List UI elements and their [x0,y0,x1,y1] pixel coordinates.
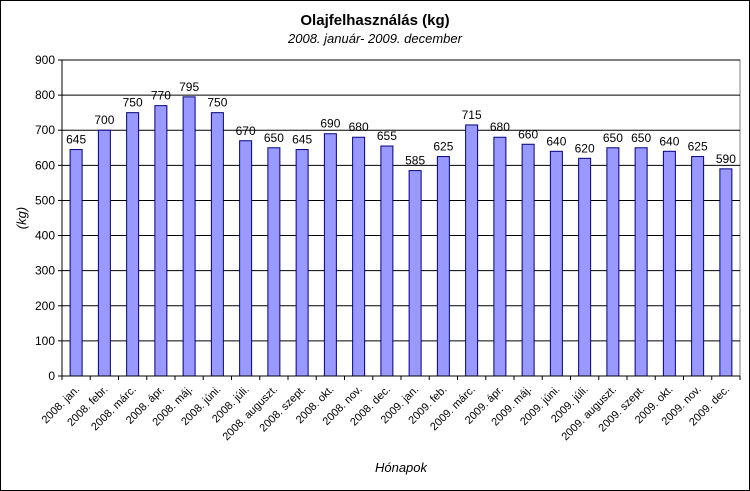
bar [380,145,394,377]
data-label: 645 [66,133,86,147]
data-label: 650 [264,131,284,145]
bar [323,133,337,377]
bar [210,112,224,377]
bar [267,147,281,377]
bar [408,170,422,377]
bar [578,157,592,377]
data-label: 795 [179,80,199,94]
y-tick-label: 0 [48,369,55,383]
data-label: 645 [292,133,312,147]
bar [662,150,676,377]
data-label: 625 [688,140,708,154]
bar [549,150,563,377]
data-label: 660 [518,127,538,141]
bar [606,147,620,377]
bar [719,168,733,377]
bar [295,149,309,377]
y-axis-label: (kg) [14,207,29,229]
bar [97,129,111,377]
y-tick-label: 200 [35,299,55,313]
plot-area [61,59,741,377]
bar [521,143,535,377]
data-label: 625 [433,140,453,154]
y-tick-label: 300 [35,264,55,278]
data-label: 670 [236,124,256,138]
data-label: 750 [207,96,227,110]
data-label: 750 [123,96,143,110]
data-label: 690 [320,117,340,131]
bar [634,147,648,377]
data-label: 640 [546,134,566,148]
data-label: 650 [631,131,651,145]
bar [239,140,253,377]
data-label: 770 [151,89,171,103]
data-label: 650 [603,131,623,145]
bar [691,156,705,377]
y-tick-label: 600 [35,158,55,172]
y-tick-label: 500 [35,193,55,207]
y-tick-label: 400 [35,229,55,243]
y-tick-label: 100 [35,334,55,348]
bar [436,156,450,377]
bar [465,124,479,377]
bar [182,96,196,377]
chart-title: Olajfelhasználás (kg) [300,12,449,29]
chart-subtitle: 2008. január- 2009. december [287,31,463,46]
data-label: 680 [349,120,369,134]
bar [126,112,140,377]
data-label: 620 [575,141,595,155]
data-label: 640 [659,134,679,148]
x-axis-label: Hónapok [375,460,429,475]
bar [493,136,507,377]
y-tick-label: 900 [35,53,55,67]
data-label: 585 [405,154,425,168]
data-label: 655 [377,129,397,143]
bar [69,149,83,377]
data-label: 590 [716,152,736,166]
bar [154,105,168,377]
bar [352,136,366,377]
data-label: 700 [94,113,114,127]
data-label: 680 [490,120,510,134]
y-tick-label: 700 [35,123,55,137]
data-label: 715 [462,108,482,122]
y-tick-label: 800 [35,88,55,102]
